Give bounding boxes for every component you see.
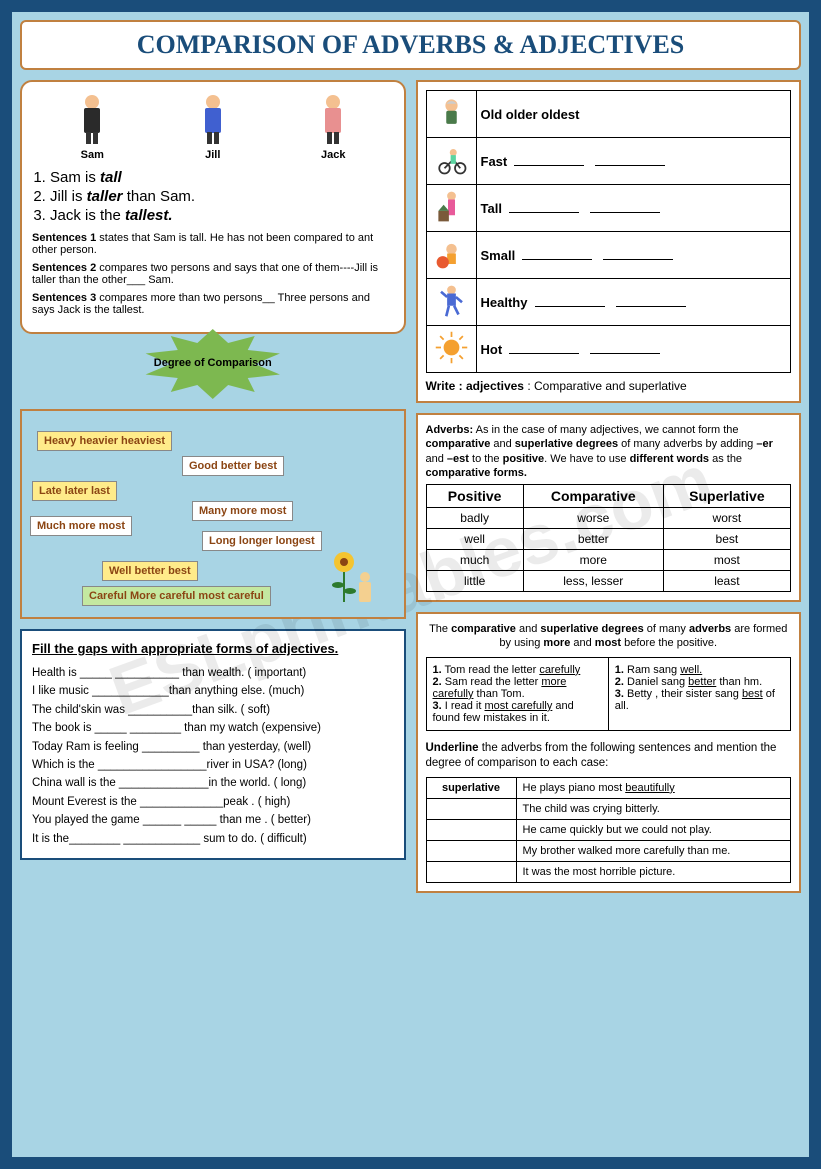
adj-exercise: Old older oldestFast Tall Small Healthy … bbox=[416, 80, 802, 403]
page: ESLprintables.com COMPARISON OF ADVERBS … bbox=[0, 0, 821, 1169]
ex-right: 1. Ram sang well.2. Daniel sang better t… bbox=[609, 658, 790, 730]
adj-caption: Write : adjectives : Comparative and sup… bbox=[426, 379, 792, 393]
starburst: Degree of Comparison bbox=[143, 329, 283, 399]
ex-columns: 1. Tom read the letter carefully2. Sam r… bbox=[426, 657, 792, 731]
columns: SamJillJack Sam is tallJill is taller th… bbox=[20, 80, 801, 1141]
fill-title: Fill the gaps with appropriate forms of … bbox=[32, 641, 394, 656]
fill-gaps-box: Fill the gaps with appropriate forms of … bbox=[20, 629, 406, 860]
title-box: COMPARISON OF ADVERBS & ADJECTIVES bbox=[20, 20, 801, 70]
inner: COMPARISON OF ADVERBS & ADJECTIVES SamJi… bbox=[12, 12, 809, 1157]
adv-ex-intro: The comparative and superlative degrees … bbox=[426, 622, 792, 651]
ex-left: 1. Tom read the letter carefully2. Sam r… bbox=[427, 658, 609, 730]
adv-examples-box: The comparative and superlative degrees … bbox=[416, 612, 802, 892]
characters: SamJillJack bbox=[32, 92, 394, 161]
page-title: COMPARISON OF ADVERBS & ADJECTIVES bbox=[30, 30, 791, 60]
adverbs-box: Adverbs: As in the case of many adjectiv… bbox=[416, 413, 802, 602]
example-list: Sam is tallJill is taller than Sam.Jack … bbox=[50, 169, 394, 224]
underline-intro: Underline the adverbs from the following… bbox=[426, 741, 792, 771]
intro-box: SamJillJack Sam is tallJill is taller th… bbox=[20, 80, 406, 334]
underline-table[interactable]: superlativeHe plays piano most beautiful… bbox=[426, 777, 792, 883]
adj-table[interactable]: Old older oldestFast Tall Small Healthy … bbox=[426, 90, 792, 373]
flower-icon bbox=[324, 547, 374, 607]
degree-box: Heavy heavier heaviestGood better bestLa… bbox=[20, 409, 406, 619]
fill-items[interactable]: Health is _____ __________ than wealth. … bbox=[32, 664, 394, 848]
adv-table: PositiveComparativeSuperlativebadlyworse… bbox=[426, 484, 792, 592]
starburst-text: Degree of Comparison bbox=[143, 329, 283, 399]
right-col: Old older oldestFast Tall Small Healthy … bbox=[416, 80, 802, 1141]
left-col: SamJillJack Sam is tallJill is taller th… bbox=[20, 80, 406, 1141]
adv-intro: Adverbs: As in the case of many adjectiv… bbox=[426, 423, 792, 480]
